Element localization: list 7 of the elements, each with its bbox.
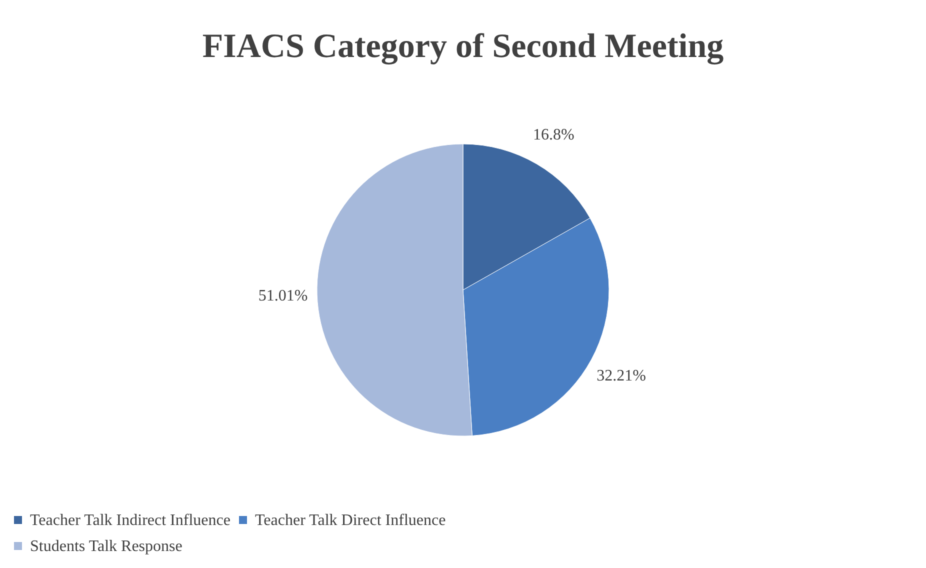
- legend-label: Teacher Talk Direct Influence: [255, 512, 446, 529]
- data-label: 32.21%: [596, 368, 646, 385]
- legend-label: Teacher Talk Indirect Influence: [30, 512, 230, 529]
- chart-title: FIACS Category of Second Meeting: [202, 28, 724, 65]
- legend-label: Students Talk Response: [30, 538, 182, 555]
- data-label: 51.01%: [258, 288, 308, 305]
- data-label: 16.8%: [532, 126, 574, 144]
